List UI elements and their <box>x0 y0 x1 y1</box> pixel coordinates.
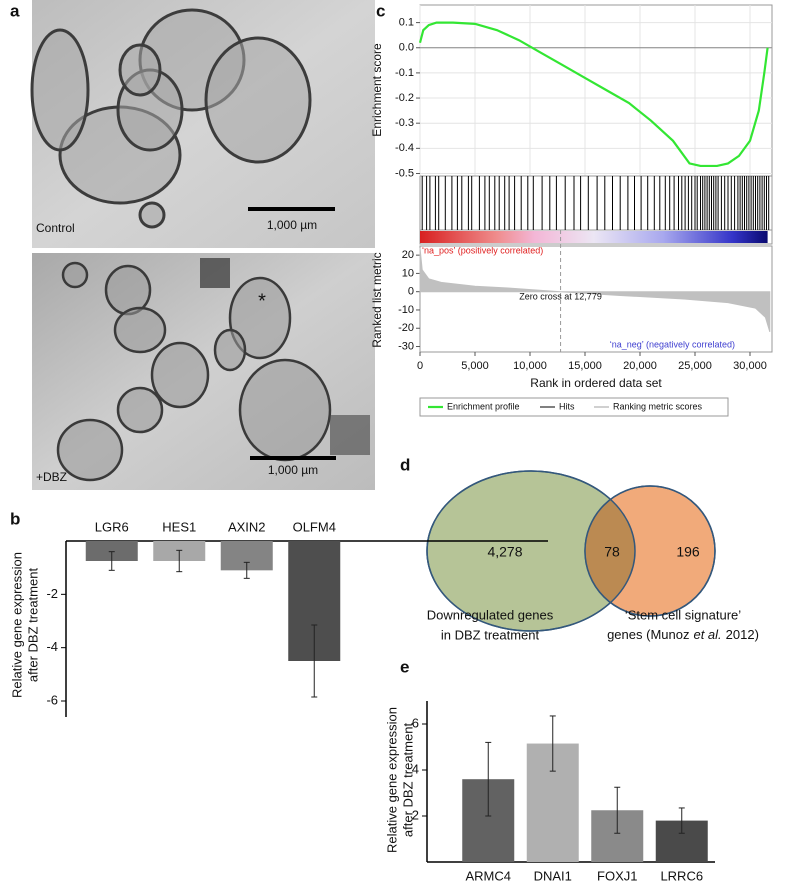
x-tick-label: HES1 <box>162 519 196 534</box>
venn-label: Downregulated genes <box>427 607 554 622</box>
annotation: ‘na_neg’ (negatively correlated) <box>610 339 735 349</box>
x-tick-label: 15,000 <box>568 360 602 372</box>
annotation: Zero cross at 12,779 <box>519 291 602 301</box>
metric-area <box>419 247 771 333</box>
y-tick-label: 4 <box>412 761 419 776</box>
x-tick-label: 10,000 <box>513 360 547 372</box>
y-axis-label: Relative gene expression <box>384 707 399 853</box>
y-tick-label: -2 <box>46 586 58 601</box>
y-tick-label: 10 <box>402 267 414 279</box>
x-tick-label: ARMC4 <box>465 868 511 883</box>
panel-letter: d <box>400 455 410 474</box>
organoids <box>30 8 312 229</box>
venn-label-part: 2012) <box>726 627 759 642</box>
y-axis-label: after DBZ treatment <box>25 568 40 683</box>
condition-label: Control <box>36 221 75 235</box>
panel-letter: c <box>376 1 385 20</box>
rank-color-bar <box>420 231 768 243</box>
x-tick-label: DNAI1 <box>534 868 572 883</box>
plot-frame <box>419 4 773 245</box>
venn-count: 196 <box>676 544 700 560</box>
venn-label-part: et al. <box>693 627 721 642</box>
x-tick-label: 30,000 <box>733 360 767 372</box>
panel-a: a 1,000 µm Control * 1,000 µm +DBZ <box>10 0 375 490</box>
x-tick-label: LGR6 <box>95 519 129 534</box>
venn-label-part: genes (Munoz <box>607 627 689 642</box>
y-tick-label: 20 <box>402 249 414 261</box>
y-tick-label: -20 <box>398 322 414 334</box>
y-tick-label: -6 <box>46 692 58 707</box>
legend-box <box>419 397 729 417</box>
enrichment-line <box>418 21 769 168</box>
scale-bar-label: 1,000 µm <box>268 463 318 477</box>
x-tick-label: 25,000 <box>678 360 712 372</box>
legend-label: Ranking metric scores <box>613 401 703 411</box>
y-tick-label: 2 <box>412 807 419 822</box>
organoids <box>56 261 332 482</box>
venn-outline <box>426 470 636 632</box>
scale-bar-label: 1,000 µm <box>267 218 317 232</box>
condition-label: +DBZ <box>36 470 67 484</box>
y-tick-label: -0.2 <box>395 92 414 104</box>
y-axis-label: Ranked list metric <box>370 252 384 347</box>
y-axis-label: after DBZ treatment <box>400 723 415 838</box>
x-tick-label: 20,000 <box>623 360 657 372</box>
y-tick-label: -0.1 <box>395 67 414 79</box>
y-tick-label: -0.4 <box>395 142 414 154</box>
venn-outline <box>584 485 716 617</box>
y-tick-label: 0.0 <box>399 42 414 54</box>
x-tick-label: 5,000 <box>461 360 489 372</box>
bar <box>85 541 138 561</box>
panel-letter: a <box>10 1 20 20</box>
y-axis-label: Enrichment score <box>370 43 384 137</box>
debris <box>200 258 230 288</box>
venn-label: genes (Munoz et al. 2012) <box>607 627 759 642</box>
x-tick-label: AXIN2 <box>228 519 266 534</box>
venn-label: ‘Stem cell signature’ <box>625 607 741 622</box>
x-tick-label: OLFM4 <box>293 519 336 534</box>
venn-count: 78 <box>604 544 620 560</box>
y-tick-label: -0.3 <box>395 117 414 129</box>
asterisk: * <box>258 290 266 312</box>
y-tick-label: -4 <box>46 639 58 654</box>
x-tick-label: 0 <box>417 360 423 372</box>
y-tick-label: -10 <box>398 304 414 316</box>
y-axis-label: Relative gene expression <box>9 552 24 698</box>
x-axis-label: Rank in ordered data set <box>530 376 662 390</box>
y-tick-label: -0.5 <box>395 167 414 179</box>
venn-count: 4,278 <box>487 544 522 560</box>
legend-label: Hits <box>559 401 575 411</box>
debris <box>330 415 370 455</box>
annotation: ‘na_pos’ (positively correlated) <box>422 245 543 255</box>
panel-d: d 4,278 78 196 Downregulated genes in DB… <box>400 455 759 642</box>
x-tick-label: LRRC6 <box>660 868 703 883</box>
venn-overlap <box>585 486 635 616</box>
panel-letter: e <box>400 657 409 676</box>
y-tick-label: 6 <box>412 715 419 730</box>
y-tick-label: 0 <box>408 286 414 298</box>
legend-label: Enrichment profile <box>447 401 520 411</box>
x-tick-label: FOXJ1 <box>597 868 637 883</box>
y-tick-label: 0.1 <box>399 17 414 29</box>
venn-label: in DBZ treatment <box>441 627 540 642</box>
y-tick-label: -30 <box>398 340 414 352</box>
panel-letter: b <box>10 509 20 528</box>
